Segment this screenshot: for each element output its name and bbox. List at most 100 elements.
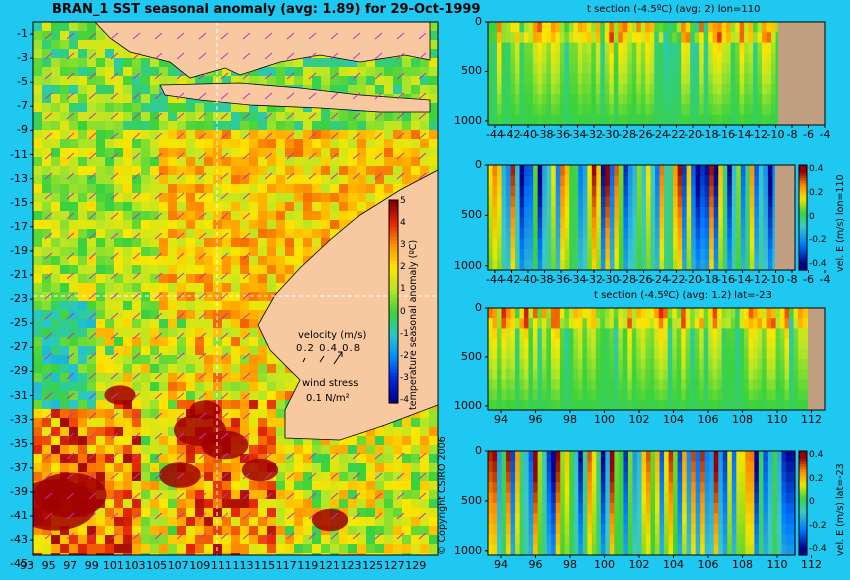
- sst-cell: [366, 121, 376, 131]
- sst-cell: [96, 58, 106, 68]
- p2-cell: [560, 186, 566, 197]
- sst-cell: [348, 445, 358, 455]
- p3-cell: [550, 348, 556, 360]
- wind-arrow: [242, 272, 251, 280]
- p2-cell: [659, 238, 665, 250]
- sst-cell: [186, 103, 196, 113]
- wind-arrow: [352, 112, 361, 120]
- p1-cell: [753, 22, 758, 33]
- p3-cell: [510, 308, 516, 319]
- p2-cell: [555, 175, 561, 187]
- p1-cell: [685, 22, 691, 33]
- p2-cell: [722, 259, 728, 271]
- sst-cell: [231, 391, 241, 401]
- sst-cell: [240, 544, 250, 554]
- p2-cell: [591, 217, 597, 229]
- p3-cell: [519, 399, 525, 411]
- p1-cell: [604, 52, 610, 64]
- wind-arrow: [110, 452, 119, 460]
- p2-cell: [677, 186, 683, 197]
- p2-cell: [533, 238, 539, 250]
- p1-cell: [735, 83, 741, 95]
- wind-arrow: [220, 432, 229, 440]
- sst-cell: [222, 238, 232, 248]
- sst-cell: [87, 301, 97, 311]
- sst-cell: [384, 139, 394, 149]
- sst-cell: [159, 382, 169, 392]
- wind-arrow: [110, 212, 119, 220]
- sst-cell: [258, 220, 268, 230]
- sst-cell: [114, 121, 124, 131]
- p2-cell: [664, 259, 669, 271]
- p2-cell: [695, 228, 701, 239]
- sst-cell: [132, 166, 142, 176]
- sst-cell: [267, 544, 277, 554]
- sst-cell: [231, 166, 241, 176]
- p2-cell: [510, 196, 516, 208]
- sst-cell: [60, 337, 70, 347]
- sst-cell: [114, 76, 124, 86]
- sst-cell: [186, 202, 196, 212]
- p3-cell: [564, 348, 570, 360]
- wind-arrow: [66, 472, 75, 480]
- sst-cell: [141, 58, 151, 68]
- p2-cell: [740, 228, 746, 239]
- panel1-title: t section (-4.5ºC) (avg: 2) lon=110: [587, 4, 761, 15]
- p2-cell: [704, 217, 710, 229]
- sst-cell: [78, 220, 88, 230]
- p2-cell: [551, 207, 557, 218]
- sst-cell: [249, 445, 259, 455]
- sst-cell: [267, 202, 277, 212]
- p1-cell: [492, 104, 498, 116]
- p2-cbar-segment: [799, 251, 807, 255]
- p2-cbar-segment: [799, 230, 807, 234]
- sst-cell: [366, 130, 376, 140]
- wind-arrow: [286, 532, 295, 540]
- p1-cell: [676, 52, 682, 64]
- p3-cell: [604, 338, 610, 350]
- p3-cell: [488, 359, 493, 370]
- sst-cell: [204, 463, 214, 473]
- sst-cell: [285, 139, 295, 149]
- sst-cell: [150, 184, 160, 194]
- sst-cell: [330, 148, 340, 158]
- p3-cell: [501, 369, 507, 380]
- sst-cell: [159, 373, 169, 383]
- p3-cell: [591, 359, 597, 370]
- p1-cell: [600, 42, 606, 54]
- p1-cell: [613, 52, 619, 64]
- p1-cell: [546, 104, 552, 116]
- sst-cell: [33, 346, 43, 356]
- sst-cell: [303, 544, 313, 554]
- sst-cell: [159, 157, 169, 167]
- colorbar-segment: [389, 247, 398, 252]
- sst-cell: [69, 67, 79, 77]
- p2-cell: [686, 259, 692, 271]
- p2-panel: [485, 164, 826, 273]
- p3-cell: [510, 338, 516, 350]
- p1-cell: [591, 83, 597, 95]
- p1-cell: [568, 32, 574, 43]
- sst-cell: [177, 184, 187, 194]
- wind-arrow: [352, 132, 361, 140]
- sst-cell: [375, 139, 385, 149]
- p1-cell: [528, 104, 534, 116]
- colorbar-segment: [389, 338, 398, 343]
- p2-cell: [655, 165, 660, 176]
- sst-cell: [141, 364, 151, 374]
- sst-cell: [411, 535, 421, 545]
- colorbar-segment: [389, 311, 398, 316]
- p2-cell: [650, 165, 656, 176]
- p2-cell: [587, 165, 593, 176]
- sst-cell: [240, 247, 250, 257]
- sst-cell: [384, 490, 394, 500]
- p2-cell: [587, 207, 593, 218]
- sst-cell: [402, 418, 412, 428]
- p1-cell: [595, 52, 601, 64]
- sst-cell: [96, 418, 106, 428]
- sst-cell: [213, 193, 223, 203]
- p2-cell: [488, 165, 493, 176]
- p2-cell: [587, 249, 593, 260]
- sst-cell: [96, 121, 106, 131]
- p1-cell: [528, 63, 534, 74]
